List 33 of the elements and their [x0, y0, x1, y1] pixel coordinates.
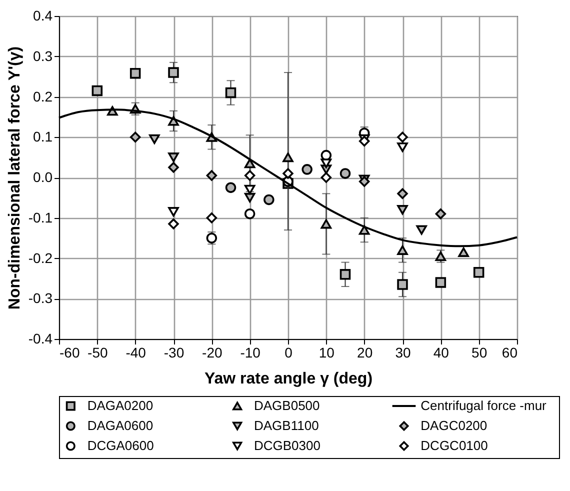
x-tick-label: 60 — [502, 344, 518, 360]
legend-label: DAGA0200 — [87, 398, 154, 413]
legend-label: DCGC0100 — [420, 438, 488, 453]
y-tick-label: -0.1 — [28, 209, 53, 226]
x-tick-label: -40 — [126, 344, 146, 360]
x-tick-label: 0 — [284, 344, 293, 360]
x-axis-title: Yaw rate angle γ (deg) — [204, 370, 373, 388]
x-tick-label: -20 — [202, 344, 222, 360]
x-tick-label: 40 — [433, 344, 450, 360]
legend-label: DAGB1100 — [254, 418, 319, 433]
y-tick-label: 0.0 — [33, 169, 53, 185]
legend-label: DAGB0500 — [254, 398, 320, 413]
legend-label: Centrifugal force -mur — [420, 398, 548, 413]
x-tick-label: -10 — [240, 344, 261, 360]
x-tick-label: 10 — [318, 344, 335, 360]
y-tick-label: 0.3 — [33, 48, 53, 64]
y-tick-label: -0.3 — [28, 290, 53, 306]
legend-label: DAGA0600 — [87, 418, 154, 433]
y-tick-label: -0.4 — [28, 330, 53, 346]
x-tick-label: -60 — [60, 344, 80, 360]
y-tick-label: 0.2 — [33, 88, 53, 104]
x-tick-label: -50 — [88, 344, 108, 360]
y-tick-label: -0.2 — [28, 250, 53, 266]
y-tick-label: 0.4 — [33, 8, 53, 24]
y-tick-label: 0.1 — [33, 128, 53, 145]
legend-label: DCGA0600 — [87, 438, 154, 453]
x-tick-label: -30 — [164, 344, 184, 360]
legend-label: DAGC0200 — [420, 418, 488, 433]
x-tick-label: 30 — [395, 344, 411, 360]
y-axis-title: Non-dimensional lateral force Y'(γ) — [6, 46, 24, 310]
legend-label: DCGB0300 — [254, 438, 320, 453]
x-tick-label: 20 — [357, 344, 373, 360]
x-tick-label: 50 — [472, 344, 488, 360]
